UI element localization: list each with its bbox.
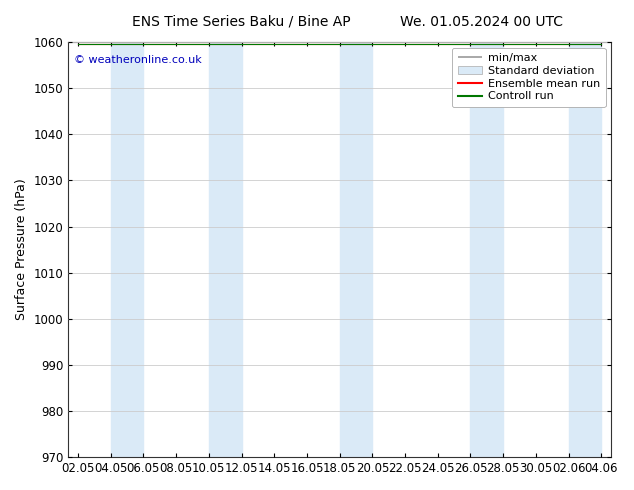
Bar [569, 42, 601, 457]
Bar [470, 42, 503, 457]
Text: We. 01.05.2024 00 UTC: We. 01.05.2024 00 UTC [400, 15, 564, 29]
Y-axis label: Surface Pressure (hPa): Surface Pressure (hPa) [15, 179, 28, 320]
Text: ENS Time Series Baku / Bine AP: ENS Time Series Baku / Bine AP [132, 15, 350, 29]
Bar [340, 42, 372, 457]
Text: © weatheronline.co.uk: © weatheronline.co.uk [74, 54, 202, 65]
Bar [111, 42, 143, 457]
Bar [209, 42, 242, 457]
Legend: min/max, Standard deviation, Ensemble mean run, Controll run: min/max, Standard deviation, Ensemble me… [452, 48, 605, 107]
